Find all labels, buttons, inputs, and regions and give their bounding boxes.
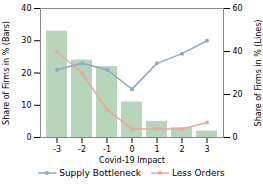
svg-text:40: 40 [21, 4, 31, 13]
svg-text:0: 0 [26, 133, 31, 142]
svg-text:-3: -3 [53, 145, 61, 154]
svg-text:-1: -1 [103, 145, 111, 154]
svg-text:0: 0 [129, 145, 134, 154]
svg-text:Covid-19 Impact: Covid-19 Impact [99, 156, 165, 165]
svg-text:1: 1 [154, 145, 159, 154]
svg-text:20: 20 [21, 69, 31, 78]
svg-text:3: 3 [204, 145, 209, 154]
html-text:Supply Bottleneck: Supply Bottleneck [59, 168, 141, 178]
svg-text:40: 40 [233, 47, 243, 56]
svg-text:60: 60 [233, 4, 243, 13]
svg-text:-2: -2 [78, 145, 86, 154]
svg-text:Share of Firms in % (Bars): Share of Firms in % (Bars) [2, 21, 11, 125]
svg-text:Share of Firms in % (Lines): Share of Firms in % (Lines) [254, 20, 263, 127]
html-text:Less Orders: Less Orders [171, 168, 225, 178]
svg-text:2: 2 [179, 145, 184, 154]
svg-text:0: 0 [233, 133, 238, 142]
svg-text:20: 20 [233, 90, 243, 99]
svg-text:30: 30 [21, 36, 31, 45]
svg-text:10: 10 [21, 101, 31, 110]
